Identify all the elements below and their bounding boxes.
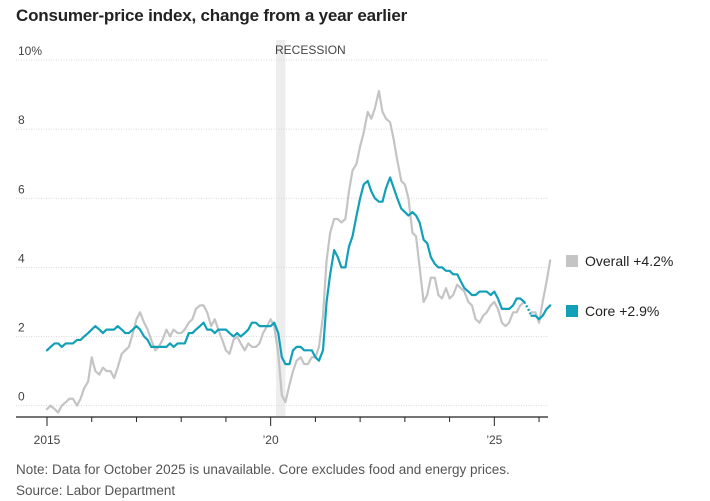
core-legend-label: Core +2.9% bbox=[585, 303, 659, 319]
overall-series-line bbox=[530, 259, 552, 324]
legend: Overall +4.2% Core +2.9% bbox=[566, 253, 673, 319]
overall-series-line bbox=[45, 90, 526, 414]
y-tick-label: 6 bbox=[18, 182, 25, 196]
x-tick-label: ’20 bbox=[263, 433, 279, 447]
core-series-line bbox=[530, 304, 552, 321]
recession-band-layer: RECESSION bbox=[275, 40, 346, 416]
x-tick-label: 2015 bbox=[34, 433, 61, 447]
core-series-line bbox=[45, 176, 526, 366]
recession-band bbox=[276, 40, 286, 416]
series-lines bbox=[45, 90, 552, 414]
overall-legend-label: Overall +4.2% bbox=[585, 253, 673, 269]
y-tick-label: 10% bbox=[18, 44, 42, 58]
y-tick-label: 8 bbox=[18, 113, 25, 127]
core-gap-line bbox=[523, 301, 533, 317]
overall-legend-swatch bbox=[566, 255, 578, 267]
gridlines: 0 2 4 6 8 10% bbox=[16, 44, 548, 407]
y-tick-label: 0 bbox=[18, 390, 25, 404]
y-tick-label: 2 bbox=[18, 321, 25, 335]
x-tick-label: ’25 bbox=[486, 433, 502, 447]
source-note: Source: Labor Department bbox=[16, 483, 176, 498]
x-axis: 2015 ’20 ’25 bbox=[16, 416, 548, 447]
recession-label: RECESSION bbox=[275, 43, 346, 57]
chart-title: Consumer-price index, change from a year… bbox=[16, 6, 407, 25]
footnote: Note: Data for October 2025 is unavailab… bbox=[16, 462, 510, 477]
y-tick-label: 4 bbox=[18, 251, 25, 265]
core-legend-swatch bbox=[566, 305, 578, 317]
